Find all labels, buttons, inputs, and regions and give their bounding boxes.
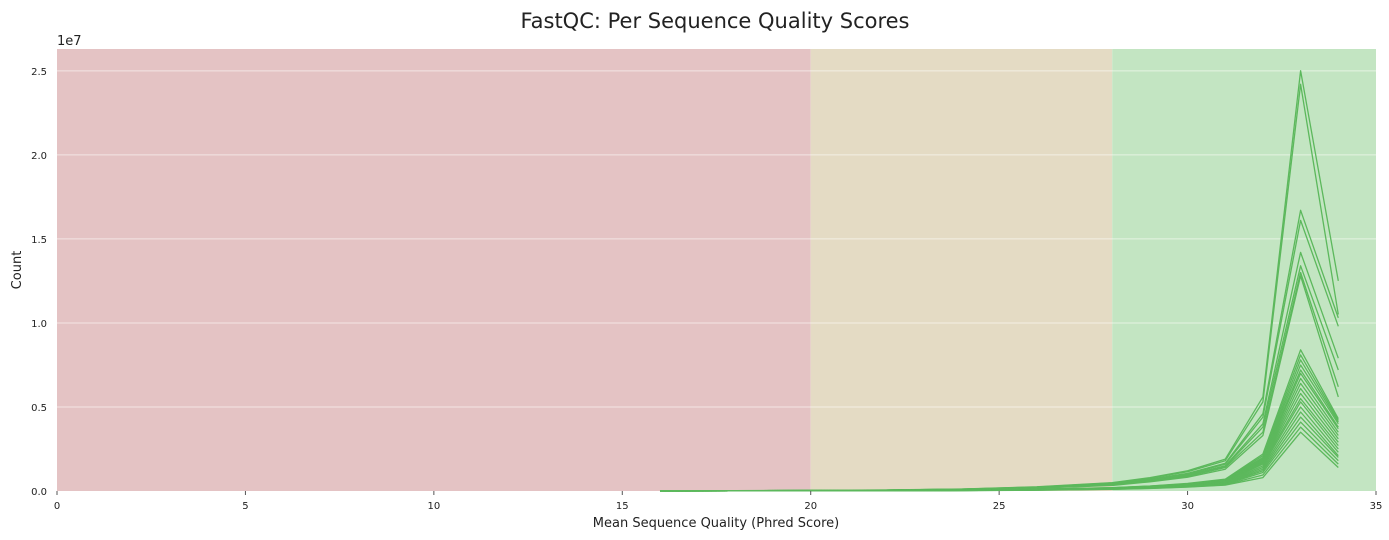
y-tick-label: 2.5 <box>31 67 47 78</box>
x-axis-ticks: 0 5 10 15 20 25 30 35 <box>54 491 1383 512</box>
quality-zones <box>57 49 1376 491</box>
chart-title: FastQC: Per Sequence Quality Scores <box>520 9 909 33</box>
y-tick-label: 2.0 <box>31 151 47 162</box>
x-tick-label: 30 <box>1181 501 1194 512</box>
x-tick-label: 20 <box>804 501 817 512</box>
y-tick-label: 0.0 <box>31 487 47 498</box>
x-tick-label: 35 <box>1370 501 1383 512</box>
grid-lines <box>57 70 1376 408</box>
series-line <box>659 431 1339 492</box>
x-tick-label: 25 <box>993 501 1006 512</box>
zone-fail <box>57 49 811 491</box>
y-tick-label: 1.0 <box>31 319 47 330</box>
y-tick-label: 1.5 <box>31 235 47 246</box>
x-tick-label: 15 <box>616 501 629 512</box>
zone-warn <box>810 49 1113 491</box>
y-tick-label: 0.5 <box>31 403 47 414</box>
y-axis-offset-label: 1e7 <box>57 34 82 49</box>
series-lines <box>659 70 1339 492</box>
x-axis-title: Mean Sequence Quality (Phred Score) <box>593 516 839 531</box>
y-axis-ticks: 0.0 0.5 1.0 1.5 2.0 2.5 <box>31 67 47 498</box>
x-tick-label: 5 <box>242 501 248 512</box>
x-tick-label: 10 <box>427 501 440 512</box>
x-tick-label: 0 <box>54 501 60 512</box>
y-axis-title: Count <box>10 251 25 290</box>
